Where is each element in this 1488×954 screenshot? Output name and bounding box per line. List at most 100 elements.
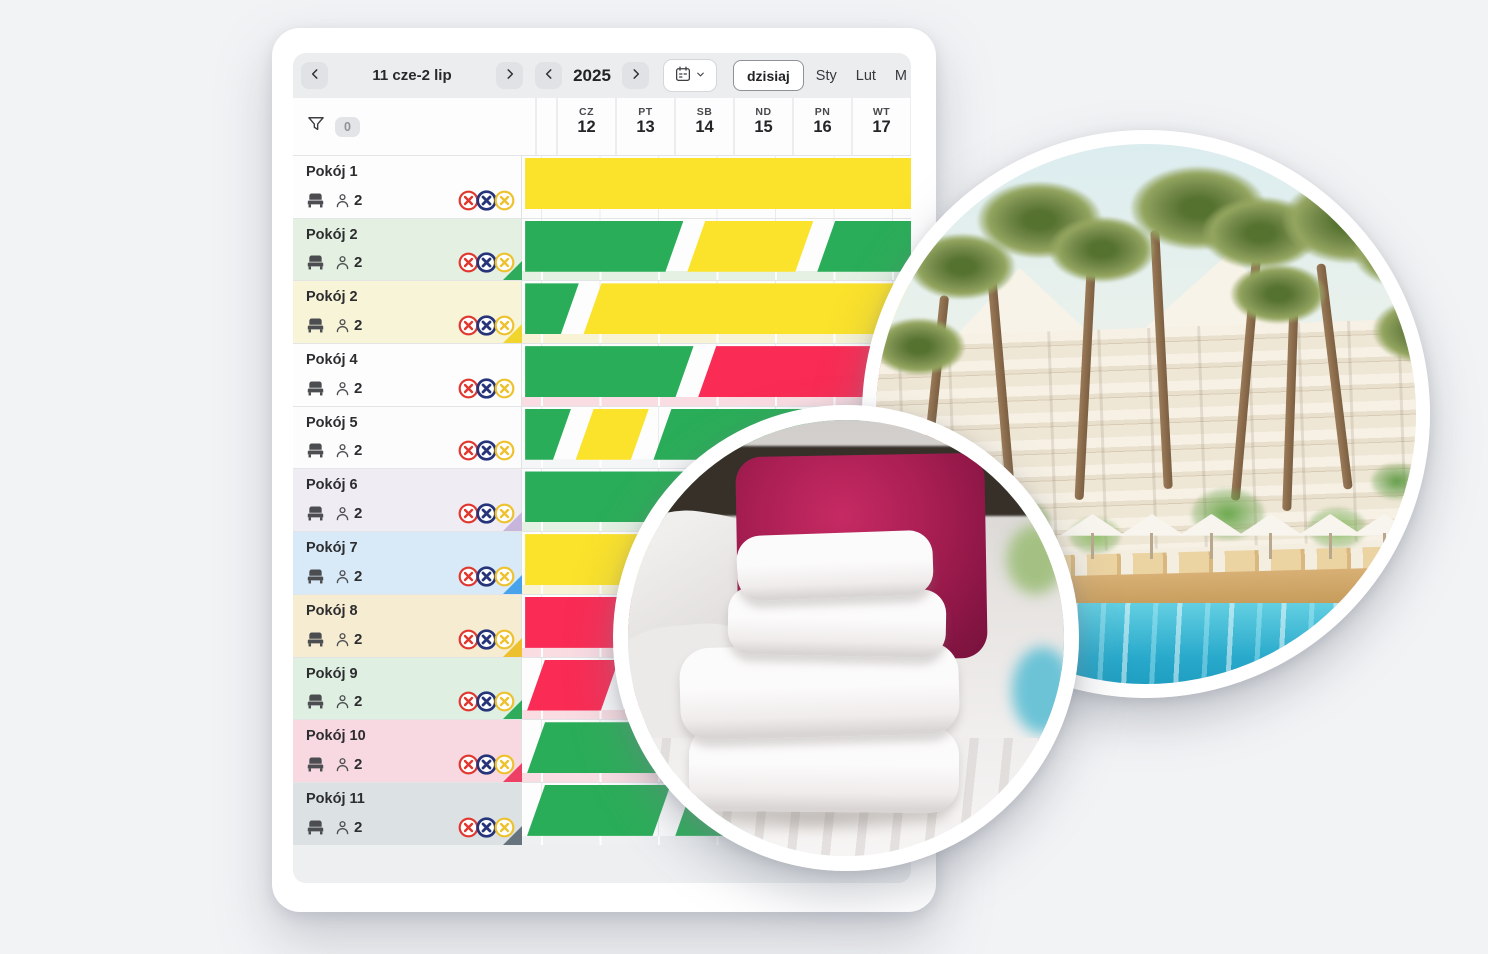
day-of-week-label: ND xyxy=(755,106,772,118)
cancel-yellow-icon[interactable] xyxy=(494,190,515,211)
room-name: Pokój 11 xyxy=(306,790,365,807)
room-timeline xyxy=(522,281,911,344)
date-range-label: 11 cze-2 lip xyxy=(372,67,452,84)
bush xyxy=(1362,457,1416,507)
cancel-red-icon[interactable] xyxy=(458,190,479,211)
day-column[interactable]: SB 14 xyxy=(676,98,733,155)
corner-marker xyxy=(503,261,522,281)
cancel-yellow-icon[interactable] xyxy=(494,378,515,399)
room-cell[interactable]: Pokój 10 2 xyxy=(293,720,522,782)
cancel-red-icon[interactable] xyxy=(458,691,479,712)
year-label: 2025 xyxy=(573,65,611,85)
occupancy-count: 2 xyxy=(354,755,363,773)
cancel-red-icon[interactable] xyxy=(458,754,479,775)
corner-marker xyxy=(503,512,522,532)
cancel-red-icon[interactable] xyxy=(458,629,479,650)
occupancy: 2 xyxy=(334,693,362,710)
occupancy-count: 2 xyxy=(354,505,363,523)
next-range-button[interactable] xyxy=(496,62,523,89)
occupancy-count: 2 xyxy=(354,693,363,711)
occupancy-count: 2 xyxy=(354,567,363,585)
room-cell[interactable]: Pokój 9 2 xyxy=(293,657,522,720)
month-link-m[interactable]: M xyxy=(894,67,908,84)
cancel-navy-icon[interactable] xyxy=(476,440,497,462)
cancel-navy-icon[interactable] xyxy=(476,816,497,838)
filter-button[interactable]: 0 xyxy=(293,98,535,155)
cancel-red-icon[interactable] xyxy=(458,252,479,273)
person-icon xyxy=(334,631,351,648)
room-meta: 2 xyxy=(306,503,515,524)
month-link-sty[interactable]: Sty xyxy=(815,67,837,84)
bed-icon xyxy=(306,693,325,710)
day-column[interactable]: PN 16 xyxy=(794,98,851,155)
occupancy: 2 xyxy=(334,192,362,209)
cancel-yellow-icon[interactable] xyxy=(494,440,515,461)
room-cell[interactable]: Pokój 6 2 xyxy=(293,469,522,532)
chevron-right-icon xyxy=(503,67,517,84)
bed-icon xyxy=(306,254,325,271)
cancel-red-icon[interactable] xyxy=(458,817,479,838)
calendar-view-button[interactable] xyxy=(663,59,717,92)
today-button[interactable]: dzisiaj xyxy=(733,60,804,91)
next-year-button[interactable] xyxy=(622,62,649,89)
bed-icon xyxy=(306,505,325,522)
person-icon xyxy=(334,693,351,710)
room-name: Pokój 7 xyxy=(306,540,358,557)
occupancy-count: 2 xyxy=(354,191,363,209)
booking-bar[interactable] xyxy=(525,221,683,272)
room-cell[interactable]: Pokój 2 2 xyxy=(293,281,522,344)
room-cell[interactable]: Pokój 8 2 xyxy=(293,594,522,657)
room-cell[interactable]: Pokój 1 2 xyxy=(293,156,522,218)
cancel-navy-icon[interactable] xyxy=(476,628,497,650)
day-column[interactable]: CZ 12 xyxy=(558,98,615,155)
prev-year-button[interactable] xyxy=(535,62,562,89)
room-row: Pokój 4 2 xyxy=(293,343,911,406)
grid-header: 0 CZ 12 PT 13 SB 14 ND 15 PN 16 WT 17 xyxy=(293,98,911,155)
occupancy: 2 xyxy=(334,819,362,836)
day-of-week-label: PN xyxy=(814,106,831,118)
booking-bar[interactable] xyxy=(583,283,911,335)
status-icons xyxy=(458,378,515,399)
bed-icon xyxy=(306,631,325,648)
booking-bar[interactable] xyxy=(525,158,911,209)
room-meta: 2 xyxy=(306,315,515,336)
filter-funnel-icon xyxy=(306,114,326,139)
day-columns: CZ 12 PT 13 SB 14 ND 15 PN 16 WT 17 xyxy=(558,98,911,155)
day-number: 14 xyxy=(695,118,714,136)
room-cell[interactable]: Pokój 2 2 xyxy=(293,218,522,281)
room-cell[interactable]: Pokój 4 2 xyxy=(293,344,522,406)
day-of-week-label: WT xyxy=(872,106,891,118)
day-column[interactable]: PT 13 xyxy=(617,98,674,155)
folded-towel xyxy=(735,529,935,603)
day-column[interactable]: ND 15 xyxy=(735,98,792,155)
room-cell[interactable]: Pokój 7 2 xyxy=(293,532,522,594)
room-row: Pokój 1 2 xyxy=(293,155,911,218)
palm-fronds xyxy=(1210,252,1346,336)
month-link-lut[interactable]: Lut xyxy=(855,67,876,84)
booking-bar[interactable] xyxy=(525,409,571,460)
room-cell[interactable]: Pokój 11 2 xyxy=(293,782,522,845)
parasols-layer xyxy=(876,144,1416,684)
day-of-week-label: CZ xyxy=(579,106,594,118)
bed-icon xyxy=(306,568,325,585)
room-name: Pokój 10 xyxy=(306,728,366,745)
bed-icon xyxy=(306,819,325,836)
booking-bar[interactable] xyxy=(525,283,579,334)
day-number: 17 xyxy=(872,118,891,136)
prev-range-button[interactable] xyxy=(301,62,328,89)
person-icon xyxy=(334,380,351,397)
occupancy-count: 2 xyxy=(354,317,363,335)
towels-photo xyxy=(613,405,1079,871)
parasol-stem xyxy=(1150,532,1154,559)
calendar-icon xyxy=(674,65,692,86)
booking-bar[interactable] xyxy=(687,221,813,272)
cancel-red-icon[interactable] xyxy=(458,315,479,336)
person-icon xyxy=(334,317,351,334)
greenery-hint xyxy=(1007,524,1064,595)
room-cell[interactable]: Pokój 5 2 xyxy=(293,406,522,469)
booking-bar[interactable] xyxy=(525,346,693,397)
booking-bar[interactable] xyxy=(527,660,619,711)
room-meta: 2 xyxy=(306,816,515,838)
occupancy: 2 xyxy=(334,254,362,271)
occupancy-count: 2 xyxy=(354,254,363,272)
